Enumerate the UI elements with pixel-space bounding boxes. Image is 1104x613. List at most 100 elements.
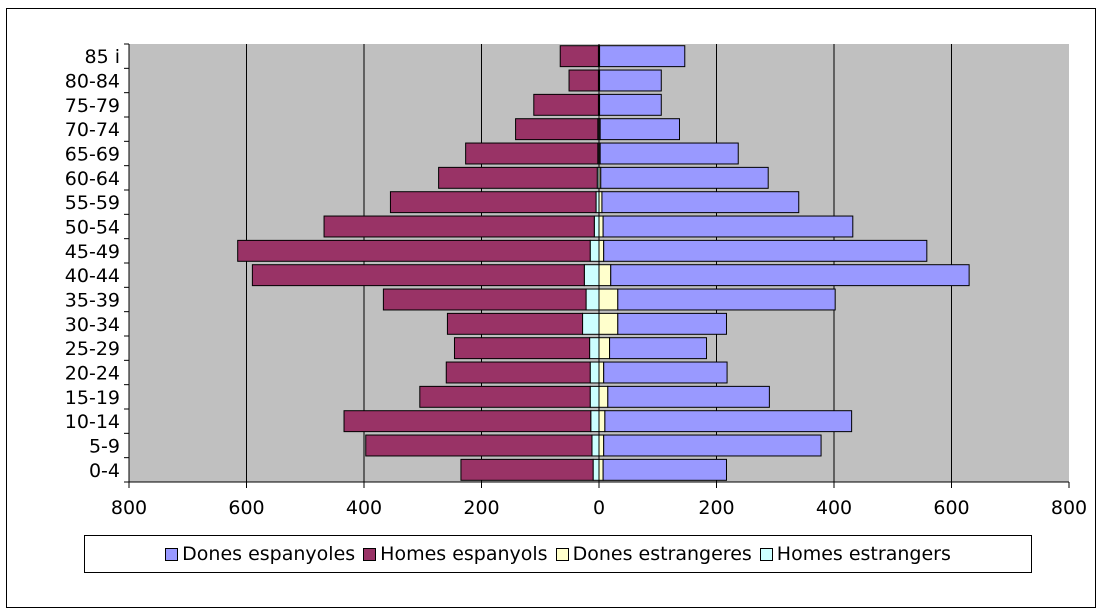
bar-homes-espanyols-40-44 xyxy=(251,264,585,287)
bar-dones-espanyoles-55-59 xyxy=(601,191,800,214)
y-tick-label: 35-39 xyxy=(65,290,120,312)
bar-dones-espanyoles-65-69 xyxy=(599,142,739,165)
bar-homes-espanyols-35-39 xyxy=(382,288,587,311)
x-tick-label: 200 xyxy=(463,497,499,519)
bar-dones-espanyoles-80-84 xyxy=(599,69,662,92)
bar-homes-estrangers-10-14 xyxy=(590,410,600,433)
bar-homes-espanyols-80-84 xyxy=(568,69,599,92)
bar-homes-espanyols-85i xyxy=(559,45,599,68)
bar-homes-espanyols-10-14 xyxy=(343,410,592,433)
y-tick-label: 70-74 xyxy=(65,119,120,141)
x-tick-label: 200 xyxy=(698,497,734,519)
bar-homes-espanyols-25-29 xyxy=(453,337,591,360)
bar-homes-espanyols-50-54 xyxy=(323,215,595,238)
y-tick-label: 25-29 xyxy=(65,338,120,360)
bar-dones-estrangeres-15-19 xyxy=(598,385,609,408)
bar-dones-espanyoles-70-74 xyxy=(599,118,680,141)
bar-dones-estrangeres-10-14 xyxy=(598,410,606,433)
bar-dones-espanyoles-75-79 xyxy=(599,93,662,116)
bar-dones-espanyoles-60-64 xyxy=(600,166,769,189)
bar-dones-estrangeres-20-24 xyxy=(598,361,605,384)
bar-homes-estrangers-40-44 xyxy=(583,264,600,287)
bar-dones-espanyoles-15-19 xyxy=(607,385,770,408)
y-tick-label: 85 i xyxy=(85,46,121,68)
bar-homes-estrangers-30-34 xyxy=(582,312,600,335)
bar-homes-espanyols-15-19 xyxy=(419,385,591,408)
bar-dones-espanyoles-20-24 xyxy=(603,361,728,384)
x-tick-label: 400 xyxy=(816,497,852,519)
legend-label-dones-estrangeres: Dones estrangeres xyxy=(572,543,752,565)
bar-dones-espanyoles-50-54 xyxy=(602,215,854,238)
legend-item-dones-espanyoles: Dones espanyoles xyxy=(165,543,355,565)
bar-homes-estrangers-0-4 xyxy=(592,458,600,481)
legend-label-homes-espanyols: Homes espanyols xyxy=(380,543,548,565)
legend-label-homes-estrangers: Homes estrangers xyxy=(776,543,951,565)
bar-dones-estrangeres-40-44 xyxy=(598,264,612,287)
bar-dones-estrangeres-45-49 xyxy=(598,239,605,262)
bar-homes-estrangers-50-54 xyxy=(593,215,600,238)
chart-legend: Dones espanyoles Homes espanyols Dones e… xyxy=(84,535,1032,573)
bar-dones-estrangeres-5-9 xyxy=(598,434,605,457)
y-tick-label: 80-84 xyxy=(65,71,120,93)
bar-dones-estrangeres-0-4 xyxy=(598,458,604,481)
bar-homes-espanyols-45-49 xyxy=(237,239,591,262)
bar-homes-espanyols-70-74 xyxy=(515,118,599,141)
bar-homes-espanyols-75-79 xyxy=(533,93,599,116)
chart-frame: 0-4 5-9 10-14 15-19 20-24 25-29 30-34 35-39 40-4… xyxy=(6,8,1096,608)
legend-item-homes-espanyols: Homes espanyols xyxy=(363,543,548,565)
y-tick-label: 55-59 xyxy=(65,192,120,214)
bar-dones-espanyoles-45-49 xyxy=(603,239,928,262)
x-tick-label: 0 xyxy=(593,497,605,519)
y-tick-label: 20-24 xyxy=(65,363,120,385)
bar-homes-estrangers-5-9 xyxy=(591,434,600,457)
bar-homes-espanyols-20-24 xyxy=(445,361,591,384)
x-tick-label: 800 xyxy=(1051,497,1087,519)
y-tick-label: 10-14 xyxy=(65,411,120,433)
x-tick-label: 600 xyxy=(933,497,969,519)
bar-dones-espanyoles-85i xyxy=(599,45,686,68)
bar-dones-espanyoles-35-39 xyxy=(617,288,836,311)
bar-homes-espanyols-65-69 xyxy=(465,142,599,165)
bar-dones-espanyoles-10-14 xyxy=(604,410,853,433)
x-tick-label: 600 xyxy=(228,497,264,519)
y-tick-label: 45-49 xyxy=(65,241,120,263)
y-tick-label: 15-19 xyxy=(65,387,120,409)
y-tick-label: 5-9 xyxy=(89,436,120,458)
y-tick-label: 40-44 xyxy=(65,265,120,287)
bar-dones-estrangeres-25-29 xyxy=(598,337,611,360)
bar-dones-espanyoles-30-34 xyxy=(617,312,727,335)
bar-homes-estrangers-20-24 xyxy=(589,361,600,384)
bar-dones-estrangeres-30-34 xyxy=(598,312,619,335)
bar-homes-espanyols-0-4 xyxy=(460,458,594,481)
bar-dones-estrangeres-35-39 xyxy=(598,288,619,311)
bar-dones-estrangeres-50-54 xyxy=(598,215,604,238)
bar-homes-estrangers-25-29 xyxy=(589,337,600,360)
legend-item-homes-estrangers: Homes estrangers xyxy=(759,543,951,565)
y-tick-label: 30-34 xyxy=(65,314,120,336)
bar-dones-espanyoles-25-29 xyxy=(609,337,708,360)
x-tick-label: 400 xyxy=(346,497,382,519)
legend-swatch-dones-espanyoles xyxy=(165,547,179,561)
bar-homes-estrangers-15-19 xyxy=(589,385,600,408)
y-tick-label: 75-79 xyxy=(65,95,120,117)
bar-homes-espanyols-60-64 xyxy=(438,166,598,189)
bar-homes-espanyols-55-59 xyxy=(389,191,597,214)
bar-dones-espanyoles-5-9 xyxy=(603,434,822,457)
legend-label-dones-espanyoles: Dones espanyoles xyxy=(182,543,356,565)
y-tick-label: 60-64 xyxy=(65,168,120,190)
legend-swatch-homes-estrangers xyxy=(759,547,773,561)
x-tick-label: 800 xyxy=(111,497,147,519)
y-tick-label: 0-4 xyxy=(89,460,120,482)
legend-swatch-homes-espanyols xyxy=(363,547,377,561)
bar-homes-espanyols-5-9 xyxy=(365,434,593,457)
bar-homes-estrangers-45-49 xyxy=(589,239,600,262)
bar-homes-espanyols-30-34 xyxy=(446,312,584,335)
bar-dones-espanyoles-0-4 xyxy=(602,458,727,481)
bar-dones-espanyoles-40-44 xyxy=(610,264,970,287)
legend-item-dones-estrangeres: Dones estrangeres xyxy=(555,543,752,565)
bar-homes-estrangers-35-39 xyxy=(585,288,600,311)
y-tick-label: 50-54 xyxy=(65,217,120,239)
legend-swatch-dones-estrangeres xyxy=(555,547,569,561)
y-tick-label: 65-69 xyxy=(65,144,120,166)
